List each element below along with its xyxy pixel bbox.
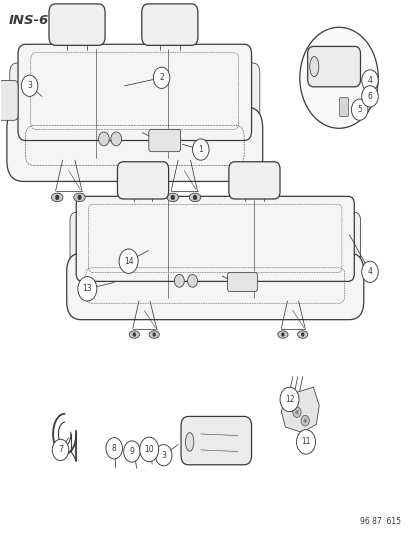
Text: 8: 8	[112, 444, 116, 453]
FancyBboxPatch shape	[49, 4, 105, 45]
FancyBboxPatch shape	[323, 212, 360, 271]
Ellipse shape	[111, 445, 120, 453]
Text: 96 87  615: 96 87 615	[359, 517, 400, 526]
Circle shape	[296, 430, 315, 454]
FancyBboxPatch shape	[142, 4, 197, 45]
Text: 10: 10	[144, 445, 154, 454]
Circle shape	[361, 70, 377, 91]
Circle shape	[361, 86, 377, 107]
Circle shape	[21, 75, 38, 96]
Circle shape	[300, 415, 309, 426]
Circle shape	[299, 27, 377, 128]
Text: 3: 3	[27, 81, 32, 90]
Circle shape	[280, 333, 284, 337]
Circle shape	[279, 387, 298, 411]
Circle shape	[123, 441, 140, 462]
Ellipse shape	[309, 56, 318, 77]
Circle shape	[351, 99, 367, 120]
Circle shape	[192, 195, 197, 200]
Circle shape	[303, 418, 306, 423]
Circle shape	[152, 333, 155, 337]
Ellipse shape	[128, 447, 137, 454]
FancyBboxPatch shape	[227, 272, 257, 292]
FancyBboxPatch shape	[307, 46, 360, 87]
FancyBboxPatch shape	[117, 162, 168, 199]
Circle shape	[140, 437, 158, 462]
Text: 2: 2	[159, 73, 164, 82]
Ellipse shape	[277, 331, 287, 338]
Text: 6: 6	[367, 92, 372, 101]
FancyBboxPatch shape	[76, 196, 354, 281]
Ellipse shape	[74, 193, 85, 201]
FancyBboxPatch shape	[18, 44, 251, 141]
Text: 3: 3	[161, 451, 166, 460]
Circle shape	[300, 333, 304, 337]
Circle shape	[106, 438, 122, 459]
FancyBboxPatch shape	[66, 253, 363, 320]
Text: 1: 1	[198, 145, 203, 154]
Text: 7: 7	[58, 446, 63, 455]
Circle shape	[361, 261, 377, 282]
Text: 9: 9	[129, 447, 134, 456]
Ellipse shape	[297, 331, 307, 338]
Text: 4: 4	[367, 76, 372, 85]
Ellipse shape	[51, 193, 63, 201]
Circle shape	[294, 410, 298, 414]
FancyBboxPatch shape	[339, 98, 348, 117]
Circle shape	[147, 445, 152, 450]
Text: INS-615B: INS-615B	[9, 14, 78, 27]
Text: 4: 4	[367, 268, 372, 276]
Text: 11: 11	[301, 438, 310, 447]
Circle shape	[133, 333, 136, 337]
FancyBboxPatch shape	[0, 80, 18, 120]
Circle shape	[187, 274, 197, 287]
Circle shape	[292, 407, 300, 417]
Circle shape	[52, 439, 69, 461]
Polygon shape	[280, 387, 318, 432]
Ellipse shape	[185, 433, 193, 451]
Circle shape	[78, 277, 97, 301]
Circle shape	[119, 249, 138, 273]
Circle shape	[174, 274, 184, 287]
FancyBboxPatch shape	[180, 416, 251, 465]
Circle shape	[77, 195, 81, 200]
Circle shape	[98, 132, 109, 146]
FancyBboxPatch shape	[218, 63, 259, 127]
Text: 14: 14	[123, 257, 133, 265]
Text: 5: 5	[356, 105, 361, 114]
Text: 12: 12	[284, 395, 294, 404]
FancyBboxPatch shape	[10, 63, 51, 127]
FancyBboxPatch shape	[7, 107, 262, 181]
Circle shape	[155, 445, 171, 466]
Ellipse shape	[166, 193, 178, 201]
Ellipse shape	[129, 331, 139, 338]
Ellipse shape	[146, 445, 153, 451]
FancyBboxPatch shape	[228, 162, 279, 199]
Circle shape	[55, 195, 59, 200]
Text: 13: 13	[82, 284, 92, 293]
Circle shape	[153, 67, 169, 88]
Circle shape	[170, 195, 174, 200]
FancyBboxPatch shape	[70, 212, 107, 271]
Circle shape	[111, 132, 121, 146]
Circle shape	[192, 139, 209, 160]
FancyBboxPatch shape	[148, 130, 180, 152]
Ellipse shape	[149, 331, 159, 338]
Ellipse shape	[189, 193, 200, 201]
